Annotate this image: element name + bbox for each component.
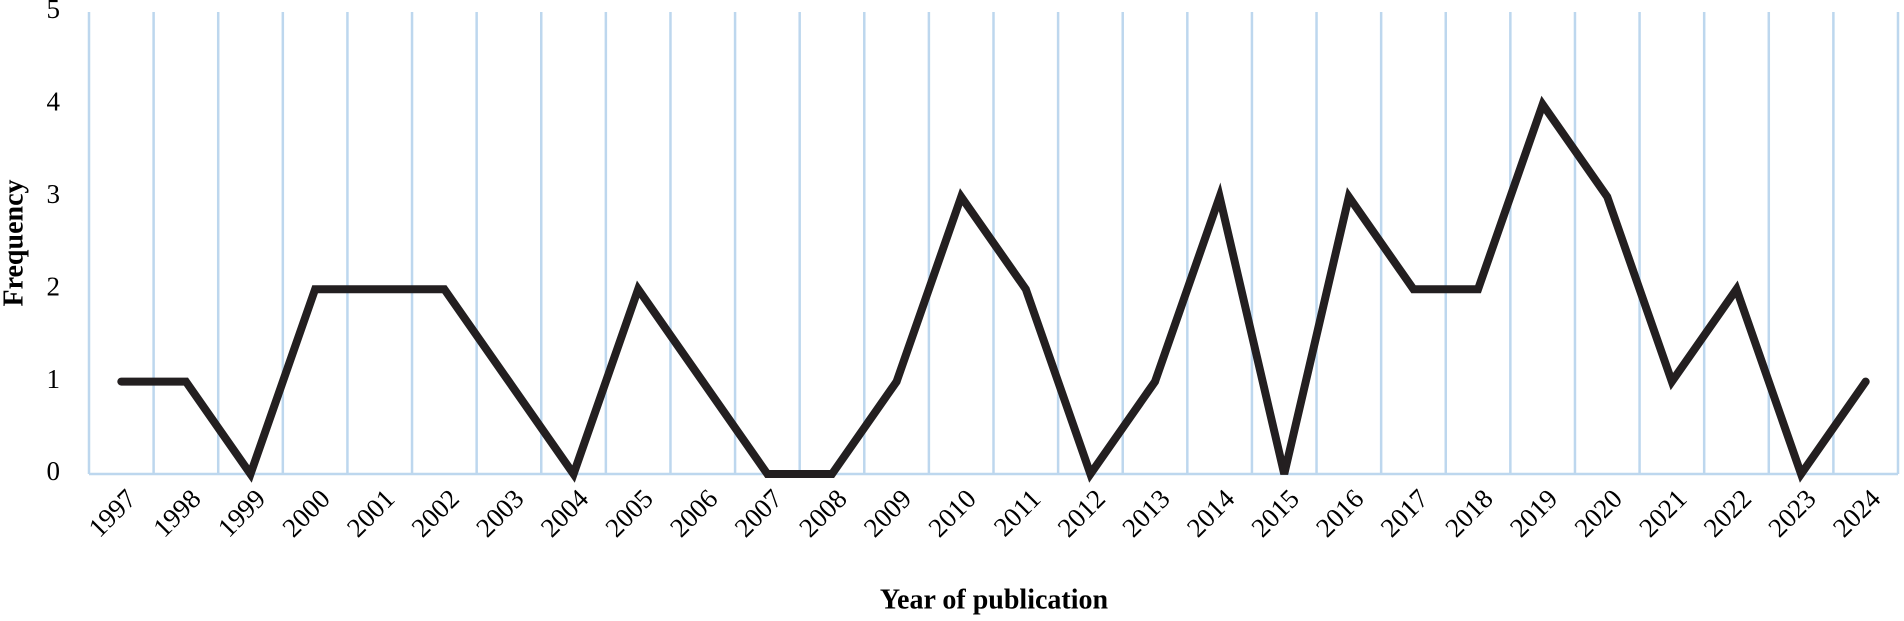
x-tick-label: 2004 bbox=[535, 483, 595, 543]
data-line bbox=[117, 95, 1870, 483]
x-tick-label: 2007 bbox=[729, 483, 788, 542]
x-tick-label: 2017 bbox=[1375, 483, 1434, 542]
x-tick-label: 1997 bbox=[83, 483, 142, 542]
y-tick-label: 2 bbox=[47, 271, 61, 301]
x-tick-label: 2016 bbox=[1310, 483, 1369, 542]
x-tick-label: 2003 bbox=[470, 483, 529, 542]
x-tick-label: 2019 bbox=[1504, 483, 1563, 542]
x-tick-label: 2000 bbox=[276, 483, 335, 542]
x-tick-label: 2015 bbox=[1245, 483, 1304, 542]
y-tick-label: 1 bbox=[47, 364, 61, 394]
x-tick-label: 2005 bbox=[599, 483, 658, 542]
x-tick-label: 2013 bbox=[1116, 483, 1175, 542]
x-tick-label: 2020 bbox=[1568, 483, 1627, 542]
x-tick-label: 2014 bbox=[1181, 483, 1241, 543]
x-tick-label: 2001 bbox=[341, 483, 400, 542]
x-tick-label: 2008 bbox=[793, 483, 852, 542]
y-tick-label: 0 bbox=[47, 456, 61, 486]
x-tick-label: 2009 bbox=[858, 483, 917, 542]
x-tick-label: 2002 bbox=[406, 483, 465, 542]
y-tick-label: 5 bbox=[47, 0, 61, 24]
x-tick-label: 2023 bbox=[1762, 483, 1821, 542]
x-tick-label: 2006 bbox=[664, 483, 723, 542]
x-tick-label: 1999 bbox=[212, 483, 271, 542]
x-tick-label: 2024 bbox=[1827, 483, 1887, 543]
x-axis-title: Year of publication bbox=[880, 584, 1109, 615]
x-tick-label: 2022 bbox=[1698, 483, 1757, 542]
x-tick-label: 1998 bbox=[147, 483, 206, 542]
x-tick-label: 2011 bbox=[988, 483, 1047, 542]
y-tick-label: 3 bbox=[47, 179, 61, 209]
y-tick-label: 4 bbox=[47, 87, 61, 117]
x-tick-label: 2010 bbox=[922, 483, 981, 542]
x-tick-label: 2018 bbox=[1439, 483, 1498, 542]
x-tick-label: 2021 bbox=[1633, 483, 1692, 542]
x-tick-label: 2012 bbox=[1052, 483, 1111, 542]
y-axis-title: Frequency bbox=[0, 179, 29, 306]
